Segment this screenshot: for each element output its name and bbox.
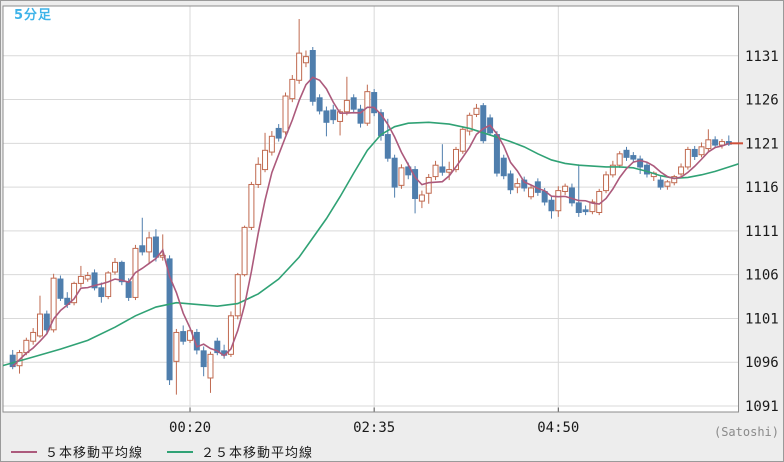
svg-text:1111: 1111 — [745, 224, 779, 240]
svg-text:1101: 1101 — [745, 311, 779, 327]
ma5-label: ５本移動平均線 — [45, 446, 144, 461]
svg-text:1091: 1091 — [745, 399, 779, 415]
svg-text:1096: 1096 — [745, 355, 779, 371]
ma5-line-sample — [11, 450, 37, 453]
svg-text:02:35: 02:35 — [353, 420, 395, 436]
svg-text:00:20: 00:20 — [169, 420, 211, 436]
legend-item-ma25: ２５本移動平均線 — [167, 442, 313, 461]
svg-text:1126: 1126 — [745, 93, 779, 109]
unit-note: (Satoshi) — [713, 425, 779, 439]
legend-item-ma5: ５本移動平均線 — [11, 442, 143, 461]
svg-text:04:50: 04:50 — [537, 420, 579, 436]
svg-text:1106: 1106 — [745, 268, 779, 284]
svg-text:1131: 1131 — [745, 49, 779, 65]
svg-text:1116: 1116 — [745, 180, 779, 196]
legend: ５本移動平均線 ２５本移動平均線 — [11, 442, 337, 461]
ma25-line-sample — [167, 450, 194, 453]
chart-title: 5分足 — [14, 8, 53, 23]
ma25-label: ２５本移動平均線 — [201, 446, 314, 461]
svg-text:1121: 1121 — [745, 136, 779, 152]
